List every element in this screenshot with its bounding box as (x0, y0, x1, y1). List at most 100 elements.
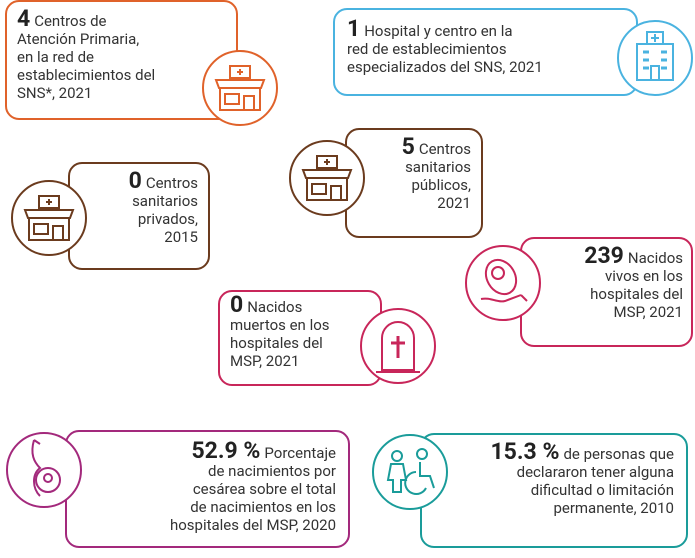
line-text: Atención Primaria, (17, 30, 140, 48)
text-line: 1 Hospital y centro en la (347, 17, 543, 40)
info-card: 239 Nacidos vivos en los hospitales del MSP,… (520, 237, 693, 347)
line-text: de nacimientos por (208, 462, 336, 480)
icon-shape (229, 65, 251, 79)
icon-shape (43, 473, 53, 483)
card-icon (617, 20, 693, 96)
line-text: dificultad o limitación (530, 481, 674, 499)
text-line: especializados del SNS, 2021 (347, 58, 543, 76)
card-value: 4 (17, 5, 31, 32)
icon-shape (35, 467, 61, 493)
card-value: 5 (401, 133, 415, 160)
line-text: Nacidos (247, 298, 303, 316)
card-icon (360, 308, 436, 384)
card-text: 4 Centros de Atención Primaria, en la red d… (17, 7, 155, 102)
line-text: de personas que (563, 445, 674, 463)
text-line: red de establecimientos (347, 40, 543, 58)
card-value: 1 (347, 15, 361, 42)
line-text: establecimientos del (17, 66, 156, 84)
icon-shape (31, 439, 42, 497)
icon-shape (311, 183, 327, 195)
icon-shape (419, 462, 435, 489)
icon-shape (372, 434, 448, 510)
card-text: 5 Centros sanitarios públicos, 2021 (402, 135, 471, 212)
text-line: MSP, 2021 (230, 352, 330, 370)
card-icon (289, 140, 365, 216)
text-line: SNS*, 2021 (17, 84, 155, 102)
line-text: hospitales del MSP, 2020 (169, 516, 336, 534)
line-text: MSP, 2021 (613, 303, 684, 321)
line-text: en la red de (17, 48, 94, 66)
text-line: declararon tener alguna (490, 463, 674, 481)
line-text: red de establecimientos (347, 40, 507, 58)
icon-shape (38, 195, 60, 209)
line-text: hospitales del (230, 334, 323, 352)
card-value: 0 (128, 167, 142, 194)
card-icon (11, 180, 87, 256)
text-line: en la red de (17, 48, 155, 66)
text-line: 0 Nacidos (230, 293, 330, 316)
line-text: MSP, 2021 (230, 352, 300, 370)
line-text: Porcentaje (264, 444, 336, 462)
icon-shape (404, 471, 427, 495)
info-card: 0 Centros sanitarios privados, 2015 (68, 162, 210, 270)
card-text: 0 Nacidos muertos en los hospitales del MSP,… (230, 293, 330, 370)
card-icon (202, 50, 278, 126)
icon-shape (6, 432, 82, 508)
info-card: 1 Hospital y centro en la red de estableci… (333, 8, 638, 96)
line-text: de nacimientos en los (190, 498, 336, 516)
text-line: hospitales del (584, 285, 683, 303)
icon-shape (646, 31, 664, 45)
line-text: Nacidos (627, 249, 683, 267)
text-line: 15.3 % de personas que (490, 440, 674, 463)
icon-shape (416, 448, 428, 460)
line-text: Centros (145, 174, 198, 192)
icon-shape (243, 95, 255, 110)
card-text: 1 Hospital y centro en la red de estableci… (347, 17, 543, 76)
icon-shape (52, 225, 64, 240)
text-line: 4 Centros de (17, 7, 155, 30)
icon-shape (643, 50, 667, 70)
card-text: 0 Centros sanitarios privados, 2015 (129, 169, 198, 246)
card-icon (465, 245, 541, 321)
line-text: permanente, 2010 (553, 499, 674, 517)
info-card: 4 Centros de Atención Primaria, en la red d… (5, 0, 238, 120)
icon-shape (465, 245, 541, 321)
text-line: 239 Nacidos (584, 244, 683, 267)
icon-shape (491, 266, 505, 280)
line-text: Hospital y centro en la (364, 22, 513, 40)
text-line: públicos, (402, 176, 471, 194)
icon-shape (381, 321, 415, 371)
icon-shape (651, 34, 659, 42)
icon-shape (28, 217, 70, 241)
text-line: MSP, 2021 (584, 303, 684, 321)
icon-shape (33, 223, 49, 235)
text-line: 52.9 % Porcentaje (170, 439, 336, 462)
text-line: dificultad o limitación (490, 481, 674, 499)
line-text: 2021 (437, 194, 471, 212)
icon-shape (324, 159, 330, 165)
line-text: 2015 (164, 228, 198, 246)
card-value: 0 (230, 291, 244, 318)
icon-shape (391, 336, 405, 358)
card-value: 239 (584, 242, 624, 269)
card-icon (6, 432, 82, 508)
card-value: 15.3 % (490, 438, 560, 465)
icon-shape (306, 177, 348, 201)
line-text: vivos en los (605, 267, 683, 285)
text-line: vivos en los (584, 267, 683, 285)
text-line: 2021 (402, 194, 471, 212)
text-line: sanitarios (129, 192, 198, 210)
line-text: privados, (137, 210, 198, 228)
text-line: de nacimientos por (170, 462, 336, 480)
text-line: permanente, 2010 (490, 499, 674, 517)
text-line: establecimientos del (17, 66, 155, 84)
icon-shape (316, 155, 338, 169)
line-text: Centros (418, 140, 471, 158)
icon-shape (484, 258, 518, 296)
text-line: 0 Centros (129, 169, 198, 192)
icon-shape (224, 93, 240, 105)
info-card: 0 Nacidos muertos en los hospitales del MSP,… (218, 290, 382, 386)
icon-shape (650, 65, 660, 81)
text-line: sanitarios (402, 158, 471, 176)
